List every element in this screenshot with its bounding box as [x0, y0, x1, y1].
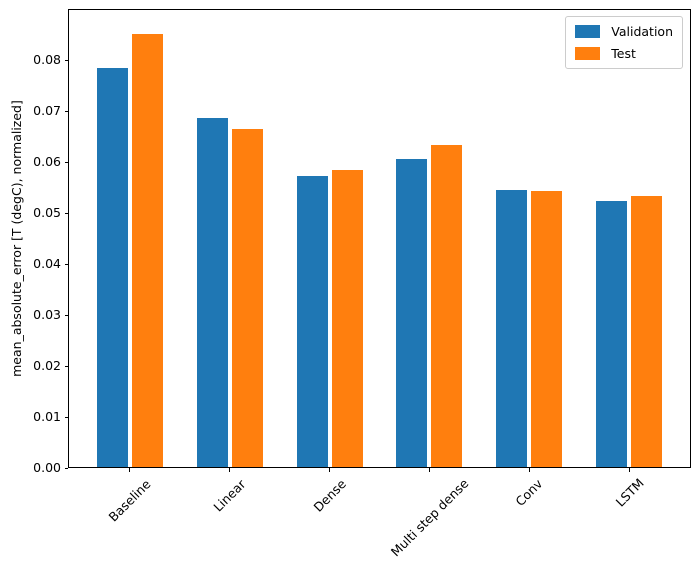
x-tick-mark [229, 468, 231, 472]
x-tick-mark [628, 468, 630, 472]
y-tick-mark [64, 467, 68, 469]
x-tick-label-linear: Linear [210, 476, 249, 515]
y-tick-mark [64, 161, 68, 163]
legend-label-validation: Validation [611, 24, 673, 39]
bar-validation-baseline [96, 68, 128, 467]
bar-validation-linear [196, 118, 228, 467]
y-tick-mark [64, 416, 68, 418]
y-tick-mark [64, 365, 68, 367]
y-tick-mark [64, 212, 68, 214]
x-tick-mark [329, 468, 331, 472]
x-tick-label-lstm: LSTM [612, 475, 647, 511]
x-tick-label-conv: Conv [512, 476, 546, 510]
y-tick-label: 0.00 [33, 460, 61, 475]
bar-validation-lstm [596, 200, 628, 467]
bar-test-conv [531, 191, 563, 467]
y-tick-label: 0.03 [33, 307, 61, 322]
legend: Validation Test [565, 16, 683, 69]
y-axis-title: mean_absolute_error [T (degC), normalize… [8, 100, 24, 377]
y-tick-label: 0.06 [33, 154, 61, 169]
validation-swatch-icon [575, 25, 601, 38]
x-tick-mark [528, 468, 530, 472]
legend-row-test: Test [575, 46, 673, 61]
y-tick-label: 0.05 [33, 205, 61, 220]
x-tick-label-multi-step-dense: Multi step dense [387, 475, 472, 560]
bar-validation-conv [496, 190, 528, 467]
y-tick-label: 0.01 [33, 409, 61, 424]
legend-label-test: Test [611, 46, 636, 61]
y-tick-label: 0.04 [33, 256, 61, 271]
y-tick-label: 0.07 [33, 103, 61, 118]
y-tick-label: 0.08 [33, 52, 61, 67]
bar-test-lstm [631, 195, 663, 467]
y-tick-mark [64, 110, 68, 112]
y-tick-label: 0.02 [33, 358, 61, 373]
bars-layer [69, 10, 690, 467]
bar-test-baseline [131, 34, 163, 467]
x-tick-mark [129, 468, 131, 472]
y-tick-mark [64, 59, 68, 61]
y-tick-mark [64, 263, 68, 265]
x-tick-label-baseline: Baseline [105, 475, 154, 525]
y-tick-mark [64, 314, 68, 316]
x-tick-mark [428, 468, 430, 472]
bar-test-dense [331, 169, 363, 467]
legend-row-validation: Validation [575, 24, 673, 39]
bar-validation-multi-step-dense [396, 158, 428, 467]
test-swatch-icon [575, 47, 601, 60]
bar-test-multi-step-dense [431, 144, 463, 467]
x-tick-label-dense: Dense [310, 475, 350, 515]
plot-area: Validation Test [68, 9, 691, 468]
bar-test-linear [231, 129, 263, 467]
bar-validation-dense [296, 176, 328, 467]
